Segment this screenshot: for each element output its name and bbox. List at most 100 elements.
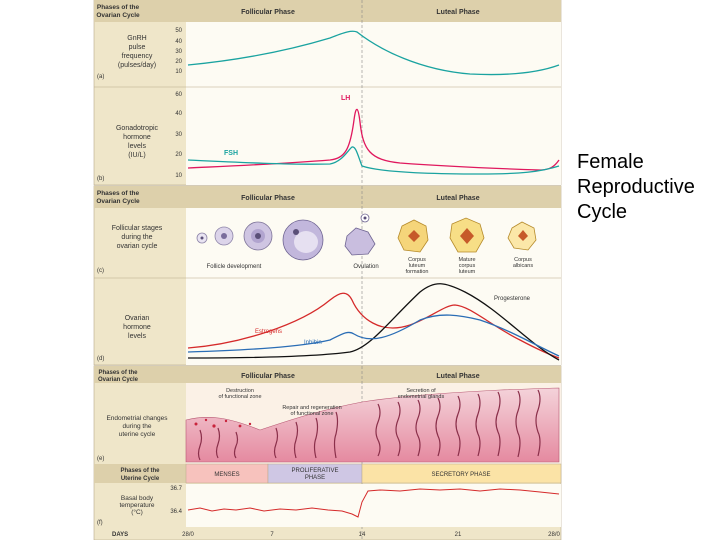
- repair-label-1: Repair and regeneration: [282, 405, 341, 411]
- day-tick-0: 28/0: [182, 532, 194, 538]
- follicle-development-label: Follicle development: [207, 264, 262, 270]
- cl-formation-label-1: Corpus: [408, 257, 426, 263]
- panel-d-ylabel-3: levels: [128, 333, 146, 340]
- panel-cd-plot-area: [186, 208, 561, 365]
- panel-c-letter: (c): [97, 268, 104, 274]
- secretory-label: SECRETORY PHASE: [431, 472, 490, 478]
- panel-a-ylabel-4: (pulses/day): [118, 62, 156, 69]
- panel-a-ylabel-2: pulse: [129, 44, 146, 51]
- gnrh-curve: [187, 30, 560, 76]
- destruction-label-2: of functional zone: [218, 394, 261, 400]
- panel-c-header: [94, 186, 561, 208]
- panel-a-follicular-label: Follicular Phase: [241, 9, 295, 16]
- proliferative-label-2: PHASE: [305, 475, 325, 481]
- panel-b-tick-40: 40: [175, 111, 182, 117]
- panel-a-luteal-label: Luteal Phase: [436, 9, 479, 16]
- ovulating-follicle: [344, 213, 376, 256]
- lh-label: LH: [341, 95, 350, 102]
- panel-a-tick-10: 10: [175, 69, 182, 75]
- follicle-stage-2: [214, 226, 234, 246]
- panel-a-tick-20: 20: [175, 59, 182, 65]
- panel-d-ylabel-2: hormone: [123, 324, 151, 331]
- panel-b-ylabel-1: Gonadotropic: [116, 125, 159, 132]
- panel-a-header: [94, 0, 561, 22]
- cl-formation-label-3: formation: [406, 269, 429, 275]
- panel-b-tick-10: 10: [175, 173, 182, 179]
- panel-f-ylabel-1: Basal body: [121, 495, 154, 502]
- estrogen-curve: [187, 292, 560, 359]
- day-tick-14: 14: [359, 532, 366, 538]
- corpus-luteum-formation: [397, 219, 429, 253]
- day-tick-21: 21: [455, 532, 462, 538]
- panel-a-header-left-1: Phases of the: [97, 4, 140, 11]
- uterine-header-1: Phases of the: [120, 468, 160, 474]
- panel-f-letter: (f): [97, 520, 103, 526]
- panel-e-ylabel-2: during the: [123, 423, 152, 430]
- secretion-label-2: endometrial glands: [398, 394, 445, 400]
- mature-cl-label-1: Mature: [458, 257, 475, 263]
- panel-b-ylabel-4: (IU/L): [128, 152, 146, 159]
- panel-b-letter: (b): [97, 176, 104, 182]
- panel-d-letter: (d): [97, 356, 104, 362]
- follicle-stage-4: [282, 219, 324, 261]
- lh-curve: [187, 108, 560, 171]
- panel-e-header: [94, 366, 561, 383]
- slide-title-line-1: Female: [577, 151, 644, 173]
- panel-a-ylabel-3: frequency: [122, 53, 153, 60]
- secretion-label-1: Secretion of: [406, 388, 436, 394]
- slide-title: Female Reproductive Cycle: [577, 150, 717, 225]
- destruction-label-1: Destruction: [226, 388, 254, 394]
- panel-c-ylabel-2: during the: [121, 234, 152, 241]
- albicans-label-2: albicans: [513, 263, 533, 269]
- panel-a-tick-30: 30: [175, 49, 182, 55]
- panel-b-tick-20: 20: [175, 152, 182, 158]
- panel-a-letter: (a): [97, 74, 104, 80]
- panel-e-ylabel-3: uterine cycle: [119, 431, 156, 438]
- progesterone-label: Progesterone: [494, 296, 531, 302]
- days-axis-label: DAYS: [112, 532, 128, 538]
- panel-e-follicular-label: Follicular Phase: [241, 373, 295, 380]
- menses-label: MENSES: [214, 472, 239, 478]
- bbt-tick-low: 36.4: [170, 509, 182, 515]
- uterine-header-2: Uterine Cycle: [121, 476, 160, 482]
- follicle-stage-3: [243, 221, 273, 251]
- endometrial-glands: [197, 389, 541, 461]
- endometrium-tissue: [185, 387, 560, 463]
- panel-c-header-left-2: Ovarian Cycle: [96, 198, 140, 205]
- inhibin-curve: [187, 314, 560, 357]
- slide-title-line-2: Reproductive: [577, 176, 695, 198]
- bbt-curve: [187, 488, 560, 518]
- repair-label-2: of functional zone: [290, 411, 333, 417]
- mature-cl-label-3: luteum: [459, 269, 476, 275]
- panel-b-tick-30: 30: [175, 132, 182, 138]
- panel-f-ylabel-2: temperature: [119, 502, 154, 509]
- fsh-curve: [187, 146, 560, 175]
- albicans-label-1: Corpus: [514, 257, 532, 263]
- inhibin-label: Inhibin: [304, 340, 322, 346]
- panel-a-tick-40: 40: [175, 39, 182, 45]
- ovulation-label: Ovulation: [353, 264, 378, 270]
- panel-b-ylabel-2: hormone: [123, 134, 151, 141]
- panel-d-ylabel-1: Ovarian: [125, 315, 150, 322]
- mature-cl-label-2: corpus: [459, 263, 476, 269]
- bbt-tick-high: 36.7: [170, 486, 182, 492]
- panel-a-tick-50: 50: [175, 28, 182, 34]
- uterine-phase-header: [94, 464, 186, 483]
- panel-e-header-left-2: Ovarian Cycle: [98, 377, 139, 383]
- fsh-label: FSH: [224, 150, 238, 157]
- corpus-albicans: [507, 221, 537, 251]
- day-tick-28: 28/0: [548, 532, 560, 538]
- mature-corpus-luteum: [449, 217, 485, 253]
- panel-a-ylabel-1: GnRH: [127, 35, 146, 42]
- follicle-stage-1: [196, 232, 208, 244]
- panel-c-luteal-label: Luteal Phase: [436, 195, 479, 202]
- panel-c-follicular-label: Follicular Phase: [241, 195, 295, 202]
- panel-f-ylabel-3: (°C): [131, 508, 143, 516]
- day-tick-7: 7: [270, 532, 274, 538]
- panel-e-ylabel-1: Endometrial changes: [106, 415, 168, 422]
- panel-c-ylabel-3: ovarian cycle: [117, 243, 158, 250]
- panel-f-plot-area: [186, 484, 561, 527]
- slide-title-line-3: Cycle: [577, 201, 628, 223]
- panel-e-letter: (e): [97, 456, 104, 462]
